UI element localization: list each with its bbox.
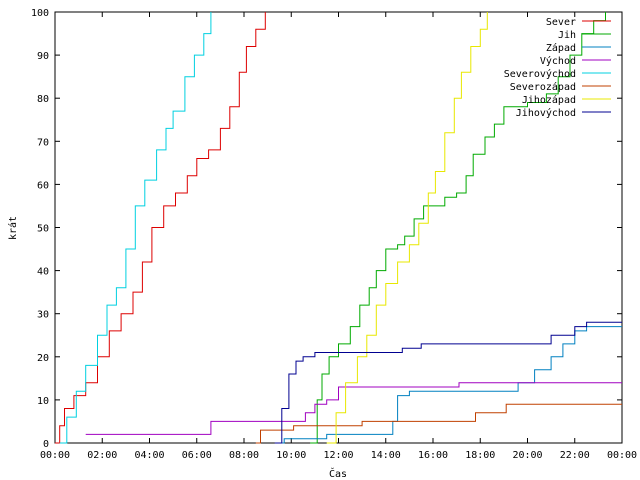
series-line-jihovýchod (274, 321, 622, 444)
x-tick-label: 00:00 (40, 450, 70, 461)
x-tick-label: 06:00 (182, 450, 212, 461)
legend-label: Jih (558, 30, 576, 41)
x-tick-label: 10:00 (276, 450, 306, 461)
legend-label: Jihozápad (522, 94, 576, 106)
legend-label: Severovýchod (504, 68, 576, 80)
legend: Sever JihZápadVýchodSeverovýchodSeverozáp… (504, 17, 611, 119)
legend-label: Jihovýchod (516, 107, 576, 119)
series-line-východ (85, 382, 622, 435)
x-tick-label: 16:00 (418, 450, 448, 461)
x-tick-label: 08:00 (229, 450, 259, 461)
x-axis-label: Čas (329, 467, 347, 480)
series-line-jih (310, 12, 606, 444)
x-tick-label: 18:00 (465, 450, 495, 461)
x-tick-label: 00:00 (607, 450, 637, 461)
legend-label: Sever (546, 17, 576, 28)
legend-label: Severozápad (510, 81, 576, 93)
series-lines (55, 12, 622, 444)
y-tick-label: 70 (37, 137, 49, 148)
legend-label: Západ (546, 42, 576, 54)
x-tick-label: 02:00 (87, 450, 117, 461)
y-tick-label: 0 (43, 439, 49, 450)
series-line-západ (279, 326, 622, 444)
y-tick-label: 30 (37, 310, 49, 321)
series-line-sever (55, 12, 266, 444)
y-tick-label: 60 (37, 180, 49, 191)
x-tick-label: 12:00 (323, 450, 353, 461)
y-tick-label: 50 (37, 224, 49, 235)
series-line-severozápad (255, 403, 622, 444)
y-tick-label: 40 (37, 267, 49, 278)
x-tick-label: 04:00 (134, 450, 164, 461)
y-tick-label: 20 (37, 353, 49, 364)
legend-label: Východ (540, 55, 576, 67)
y-tick-label: 100 (31, 8, 49, 19)
y-tick-label: 80 (37, 94, 49, 105)
series-line-severovýchod (59, 12, 212, 444)
y-tick-label: 10 (37, 396, 49, 407)
x-tick-label: 22:00 (560, 450, 590, 461)
x-tick-label: 20:00 (512, 450, 542, 461)
series-line-jihozápad (326, 12, 488, 444)
y-tick-label: 90 (37, 51, 49, 62)
x-axis: 00:00 02:00 04:00 06:00 08:00 10:00 12:00 14:00… (40, 12, 637, 461)
y-axis: 0 10 20 30 40 50 60 70 80 90 100 (31, 8, 622, 450)
x-tick-label: 14:00 (371, 450, 401, 461)
y-axis-label: krát (7, 216, 19, 240)
